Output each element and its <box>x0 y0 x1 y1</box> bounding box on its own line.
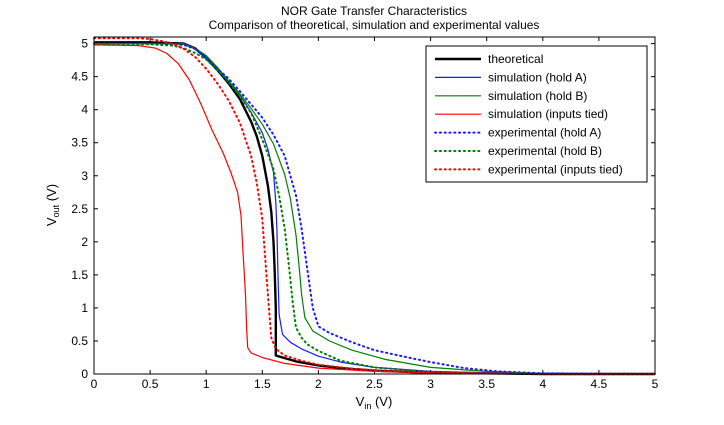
y-axis-label: Vout (V) <box>44 184 61 226</box>
y-tick-label: 3.5 <box>71 136 88 150</box>
y-tick-label: 5 <box>81 37 88 51</box>
series-line-simulation-hold-a <box>94 42 656 375</box>
x-tick-label: 3.5 <box>478 377 495 391</box>
x-axis-label-unit: (V) <box>371 394 392 409</box>
y-axis-label-unit: (V) <box>44 184 59 205</box>
y-axis-label-main: V <box>44 217 59 226</box>
axis-ticks: 0 0.5 1 1.5 2 2.5 3 3.5 4 4.5 5 0 0.5 1 1.5 2 2.5 3 3.5 4 4.… <box>71 37 658 391</box>
svg-text:Vin (V): Vin (V) <box>356 394 393 411</box>
y-tick-label: 1 <box>81 301 88 315</box>
x-axis-label-sub: in <box>364 401 371 411</box>
x-tick-label: 2.5 <box>366 377 383 391</box>
x-tick-label: 1 <box>203 377 210 391</box>
y-tick-label: 1.5 <box>71 268 88 282</box>
legend-label: experimental (hold B) <box>488 144 602 158</box>
x-tick-label: 0.5 <box>142 377 159 391</box>
svg-text:Vout (V): Vout (V) <box>44 184 61 226</box>
x-tick-label: 4 <box>539 377 546 391</box>
series-layer <box>93 37 656 376</box>
legend-label: experimental (inputs tied) <box>488 162 623 176</box>
plot-frame <box>93 36 656 375</box>
y-tick-label: 4.5 <box>71 70 88 84</box>
y-axis-label-sub: out <box>51 204 61 217</box>
legend-label: simulation (hold A) <box>488 70 587 84</box>
x-tick-label: 4.5 <box>591 377 608 391</box>
x-axis-label-main: V <box>356 394 365 409</box>
chart-subtitle: Comparison of theoretical, simulation an… <box>209 18 540 32</box>
y-tick-label: 3 <box>81 169 88 183</box>
x-tick-label: 3 <box>427 377 434 391</box>
y-tick-label: 0.5 <box>71 334 88 348</box>
x-tick-label: 1.5 <box>254 377 271 391</box>
y-tick-label: 0 <box>81 367 88 381</box>
legend-label: simulation (hold B) <box>488 89 587 103</box>
y-tick-label: 2 <box>81 235 88 249</box>
legend-label: experimental (hold A) <box>488 126 601 140</box>
legend-label: theoretical <box>488 52 543 66</box>
legend: theoretical simulation (hold A) simulation… <box>425 45 648 183</box>
series-line-experimental-inputs-tied <box>93 37 656 375</box>
chart-title: NOR Gate Transfer Characteristics <box>281 4 467 18</box>
y-tick-label: 2.5 <box>71 202 88 216</box>
x-axis-label: Vin (V) <box>356 394 393 411</box>
x-tick-label: 0 <box>91 377 98 391</box>
x-tick-label: 5 <box>652 377 659 391</box>
series-line-experimental-hold-b <box>93 42 656 375</box>
y-tick-label: 4 <box>81 103 88 117</box>
x-tick-label: 2 <box>315 377 322 391</box>
series-line-simulation-inputs-tied <box>93 44 655 375</box>
series-line-simulation-hold-b <box>94 42 656 375</box>
legend-label: simulation (inputs tied) <box>488 107 608 121</box>
